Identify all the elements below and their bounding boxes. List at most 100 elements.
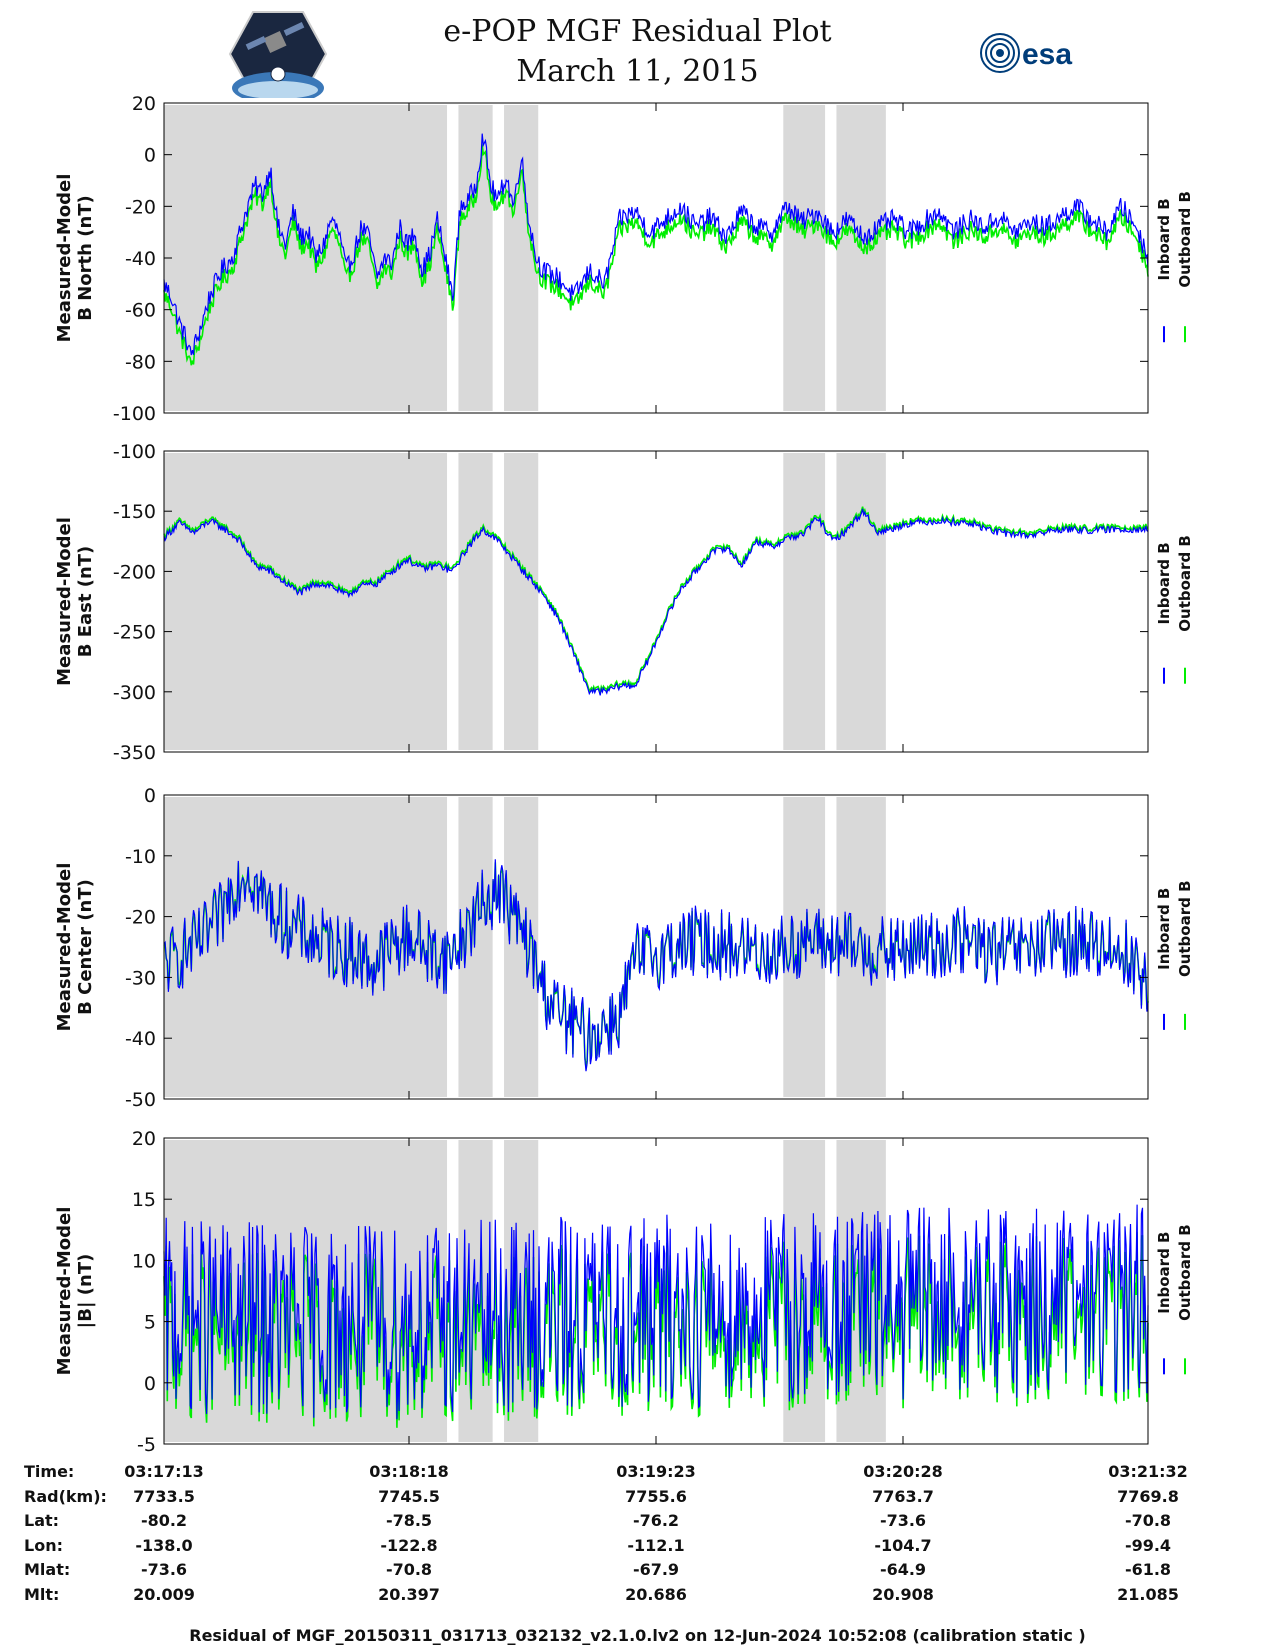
ephemeris-value: 20.009: [133, 1584, 195, 1604]
y-tick-label: -10: [125, 846, 156, 868]
ephemeris-value: 7745.5: [378, 1486, 440, 1506]
ephemeris-value: -76.2: [632, 1511, 680, 1530]
ephemeris-row: Rad(km): 7733.5 7745.5 7755.6 7763.7 7769.8: [0, 1487, 1275, 1511]
ephemeris-value: -99.4: [1124, 1535, 1172, 1555]
y-tick-label: -200: [113, 561, 156, 583]
legend-outboard-label: Outboard B: [1176, 191, 1194, 288]
ephemeris-value: -70.8: [1124, 1511, 1172, 1530]
shaded-interval: [458, 453, 493, 750]
ephemeris-value: 03:21:32: [1108, 1462, 1188, 1481]
ephemeris-value: -70.8: [385, 1560, 433, 1579]
legend-outboard-label: Outboard B: [1176, 535, 1194, 632]
y-tick-label: 20: [132, 93, 156, 115]
ephemeris-value: -122.8: [380, 1535, 438, 1555]
ephemeris-row-label: Mlat:: [24, 1560, 71, 1579]
ephemeris-row: Mlat: -73.6 -70.8 -67.9 -64.9 -61.8: [0, 1560, 1275, 1584]
y-axis-label-line2: B Center (nT): [75, 879, 96, 1015]
shaded-interval: [164, 105, 448, 411]
ephemeris-value: -78.5: [385, 1511, 433, 1530]
outboard-series-line: [163, 506, 1149, 694]
inboard-series-line: [163, 859, 1149, 1072]
y-tick-label: -150: [113, 501, 156, 523]
y-tick-label: 20: [132, 1128, 156, 1150]
esa-emblem-icon: esa: [980, 33, 1072, 73]
ephemeris-value: 7755.6: [625, 1486, 687, 1506]
inboard-series-line: [163, 133, 1149, 356]
shaded-interval: [504, 105, 539, 411]
shaded-interval: [164, 453, 448, 750]
shaded-interval: [504, 453, 539, 750]
ephemeris-value: 20.397: [378, 1584, 440, 1604]
y-axis-label-line1: Measured-Model: [54, 174, 75, 343]
ephemeris-value: 7763.7: [872, 1486, 934, 1506]
ephemeris-value: -67.9: [632, 1560, 680, 1579]
y-tick-label: -20: [125, 196, 156, 218]
legend-inboard-label: Inboard B: [1155, 198, 1173, 280]
y-tick-label: -20: [125, 907, 156, 929]
legend-inboard-label: Inboard B: [1155, 1232, 1173, 1314]
ephemeris-row: Lat: -80.2 -78.5 -76.2 -73.6 -70.8: [0, 1511, 1275, 1535]
ephemeris-row-label: Time:: [24, 1462, 75, 1481]
y-axis-label-line1: Measured-Model: [54, 863, 75, 1032]
y-tick-label: -250: [113, 622, 156, 644]
y-tick-label: -30: [125, 967, 156, 989]
y-axis-label-line2: B North (nT): [75, 195, 96, 321]
ephemeris-value: -104.7: [874, 1535, 932, 1555]
y-tick-label: -350: [113, 742, 156, 764]
ephemeris-value: 20.908: [872, 1584, 934, 1604]
ephemeris-value: -73.6: [879, 1511, 927, 1530]
ephemeris-value: 20.686: [625, 1584, 687, 1604]
ephemeris-value: 03:19:23: [616, 1462, 696, 1481]
legend-inboard-label: Inboard B: [1155, 888, 1173, 970]
chart-panel-2: -100 -150 -200 -250 -300 -350 Measured-Model B …: [54, 441, 1194, 764]
ephemeris-row-label: Mlt:: [24, 1584, 60, 1604]
plot-title: e-POP MGF Residual Plot: [443, 14, 832, 49]
ephemeris-row: Lon: -138.0 -122.8 -112.1 -104.7 -99.4: [0, 1536, 1275, 1560]
y-tick-label: -50: [125, 1089, 156, 1111]
legend-outboard-label: Outboard B: [1176, 880, 1194, 977]
y-tick-label: 5: [144, 1312, 156, 1334]
plot-date: March 11, 2015: [516, 54, 759, 89]
chart-panel-4: 20 15 10 5 0 -5 Measured-Model |B| (nT) Inboard …: [54, 1128, 1194, 1456]
y-axis-label-line2: |B| (nT): [75, 1254, 96, 1329]
y-axis-label-line1: Measured-Model: [54, 1207, 75, 1376]
y-tick-label: 10: [132, 1250, 156, 1272]
y-tick-label: 0: [144, 145, 156, 167]
ephemeris-value: 7733.5: [133, 1486, 195, 1506]
y-tick-label: -40: [125, 248, 156, 270]
chart-panel-1: 20 0 -20 -40 -60 -80 -100 Measured-Model B North…: [54, 93, 1194, 425]
outboard-series-line: [163, 144, 1149, 366]
y-tick-label: 0: [144, 785, 156, 807]
cassiope-satellite-logo: [228, 11, 328, 98]
ephemeris-row: Time: 03:17:13 03:18:18 03:19:23 03:20:28 03:…: [0, 1462, 1275, 1486]
esa-logo: esa: [978, 30, 1093, 76]
inboard-series-line: [163, 508, 1149, 696]
ephemeris-value: -64.9: [879, 1560, 927, 1579]
shaded-interval: [836, 105, 886, 411]
y-axis-label-line2: B East (nT): [75, 546, 96, 658]
ephemeris-value: 03:20:28: [863, 1462, 943, 1481]
y-tick-label: -100: [113, 403, 156, 425]
y-tick-label: -100: [113, 441, 156, 463]
footer-caption: Residual of MGF_20150311_031713_032132_v…: [189, 1626, 1086, 1645]
shaded-interval: [783, 453, 826, 750]
ephemeris-row-label: Rad(km):: [24, 1486, 107, 1506]
y-axis-label-line1: Measured-Model: [54, 517, 75, 686]
ephemeris-value: -138.0: [135, 1535, 193, 1555]
y-tick-label: 15: [132, 1189, 156, 1211]
ephemeris-row-label: Lon:: [24, 1535, 63, 1555]
ephemeris-row: Mlt: 20.009 20.397 20.686 20.908 21.085: [0, 1585, 1275, 1609]
legend-outboard-label: Outboard B: [1176, 1224, 1194, 1321]
ephemeris-value: -80.2: [140, 1511, 188, 1530]
ephemeris-value: -61.8: [1124, 1560, 1172, 1579]
y-tick-label: 0: [144, 1373, 156, 1395]
legend-inboard-label: Inboard B: [1155, 542, 1173, 624]
chart-panel-3: 0 -10 -20 -30 -40 -50 Measured-Model B Center (…: [54, 785, 1194, 1111]
ephemeris-value: 03:18:18: [369, 1462, 449, 1481]
ephemeris-value: -112.1: [627, 1535, 685, 1555]
shaded-interval: [458, 105, 493, 411]
y-tick-label: -5: [137, 1434, 156, 1456]
inboard-series-line: [163, 1204, 1149, 1420]
y-tick-label: -60: [125, 300, 156, 322]
